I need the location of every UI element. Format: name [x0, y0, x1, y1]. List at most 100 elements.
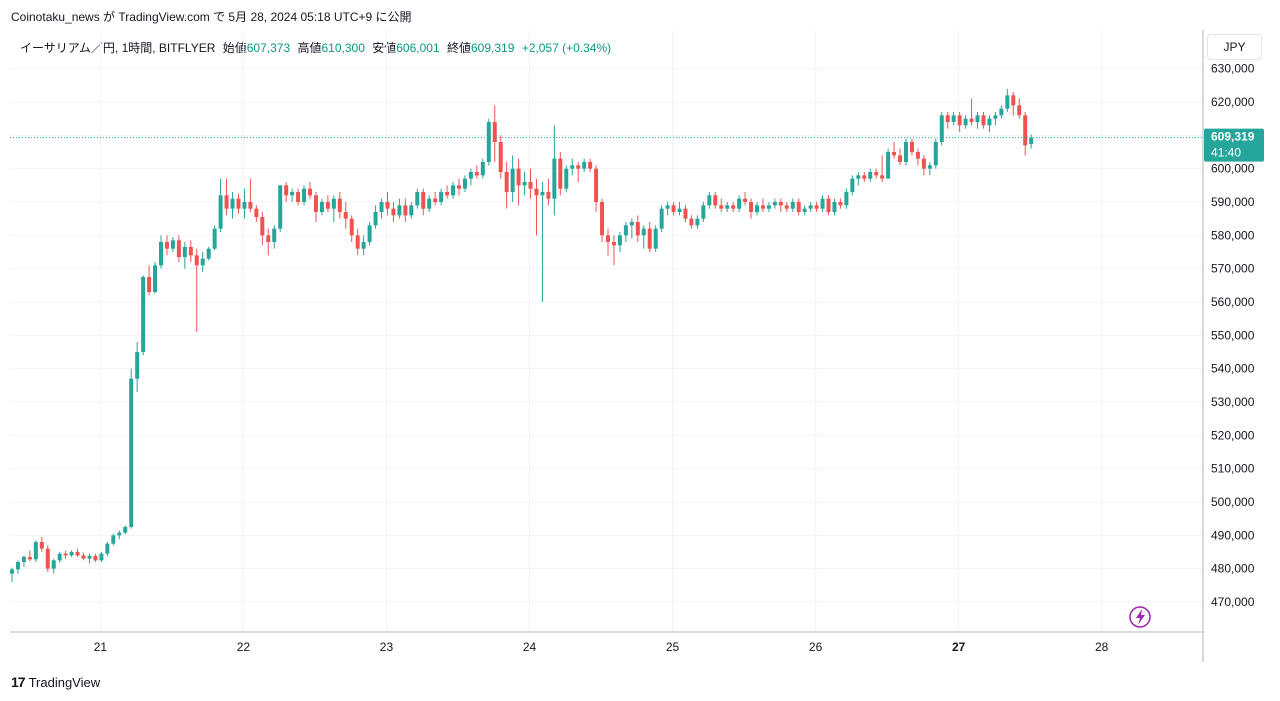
- candle: [63, 550, 68, 559]
- candle-body: [182, 247, 187, 257]
- candle: [391, 202, 396, 222]
- candle: [200, 252, 205, 272]
- low-label: 安値: [372, 41, 397, 55]
- currency-button[interactable]: JPY: [1207, 34, 1262, 60]
- candle-body: [737, 198, 742, 209]
- candle-body: [939, 115, 944, 142]
- candle-body: [355, 235, 360, 249]
- candle: [206, 247, 211, 261]
- candle-body: [212, 228, 217, 249]
- symbol-name: イーサリアム／円, 1時間, BITFLYER: [20, 41, 216, 55]
- candle: [725, 202, 730, 212]
- candle-body: [284, 185, 289, 196]
- price-tick-label: 530,000: [1211, 395, 1255, 409]
- candle-body: [546, 192, 551, 199]
- candle-body: [170, 240, 175, 249]
- candle: [176, 235, 181, 262]
- candle: [909, 138, 914, 156]
- candle: [433, 192, 438, 206]
- candle: [749, 198, 754, 219]
- candle: [921, 155, 926, 176]
- candle-body: [594, 168, 599, 202]
- candle: [510, 155, 515, 202]
- candle: [188, 240, 193, 262]
- candle: [153, 262, 158, 294]
- tradingview-logo[interactable]: 17 TradingView: [11, 674, 100, 690]
- time-axis[interactable]: 21 22 23 24 25 26 27 28: [94, 640, 1109, 654]
- candle-body: [39, 542, 44, 549]
- candle: [397, 198, 402, 219]
- candle-body: [576, 165, 581, 169]
- candle-body: [600, 202, 605, 236]
- candle-body: [248, 202, 253, 209]
- candle-body: [33, 542, 38, 560]
- tradingview-mark-icon: 17: [11, 674, 26, 690]
- candle-body: [81, 555, 86, 559]
- candle-body: [635, 222, 640, 236]
- candle: [212, 225, 217, 251]
- candle-body: [385, 202, 390, 209]
- candle: [874, 168, 879, 179]
- candle: [379, 198, 384, 219]
- candle: [796, 198, 801, 216]
- candle: [784, 202, 789, 212]
- candle-body: [236, 198, 241, 209]
- candle: [760, 198, 765, 212]
- candle: [516, 158, 521, 206]
- price-tick-label: 500,000: [1211, 495, 1255, 509]
- candle-body: [677, 208, 682, 212]
- candle: [546, 178, 551, 206]
- candle-body: [147, 277, 152, 292]
- candle: [403, 198, 408, 222]
- candle: [302, 185, 307, 206]
- candle-body: [713, 195, 718, 206]
- replay-icon[interactable]: [1129, 606, 1151, 628]
- candle: [445, 185, 450, 199]
- candle-body: [379, 202, 384, 212]
- candle-body: [445, 192, 450, 196]
- candle: [594, 165, 599, 212]
- candle: [1029, 134, 1034, 149]
- price-tick-label: 480,000: [1211, 562, 1255, 576]
- candle-body: [868, 172, 873, 179]
- candle-body: [480, 162, 485, 176]
- candle: [123, 525, 128, 535]
- candle-body: [105, 543, 110, 554]
- candle: [164, 235, 169, 256]
- candle-body: [439, 192, 444, 202]
- candle: [69, 550, 74, 557]
- candle: [611, 235, 616, 266]
- candle-body: [904, 142, 908, 162]
- candle-body: [111, 535, 116, 544]
- candle-body: [1017, 105, 1022, 116]
- candle: [278, 185, 283, 232]
- candle: [933, 138, 938, 169]
- candle: [284, 182, 289, 202]
- candle-body: [975, 115, 980, 122]
- candle: [647, 222, 652, 252]
- tradingview-brand: TradingView: [28, 674, 101, 690]
- candle-body: [743, 198, 748, 202]
- candle: [927, 162, 932, 176]
- price-tick-label: 600,000: [1211, 162, 1255, 176]
- candle-body: [510, 168, 515, 192]
- candle-body: [671, 205, 676, 212]
- close-label: 終値: [446, 41, 471, 55]
- candle: [969, 98, 974, 126]
- candle-body: [266, 235, 271, 242]
- candle: [10, 567, 14, 582]
- candle: [653, 225, 658, 252]
- candle: [427, 195, 432, 212]
- close-value: 609,319: [471, 41, 515, 55]
- candle-body: [403, 205, 408, 216]
- last-price-tag: 609,319 41:40: [1204, 128, 1264, 162]
- candle-body: [850, 178, 855, 192]
- candle-body: [486, 122, 491, 162]
- price-tick-label: 560,000: [1211, 295, 1255, 309]
- candle-body: [856, 175, 861, 179]
- candle-body: [349, 218, 354, 236]
- candle: [182, 242, 187, 269]
- candle-body: [695, 218, 700, 226]
- candle: [468, 168, 473, 186]
